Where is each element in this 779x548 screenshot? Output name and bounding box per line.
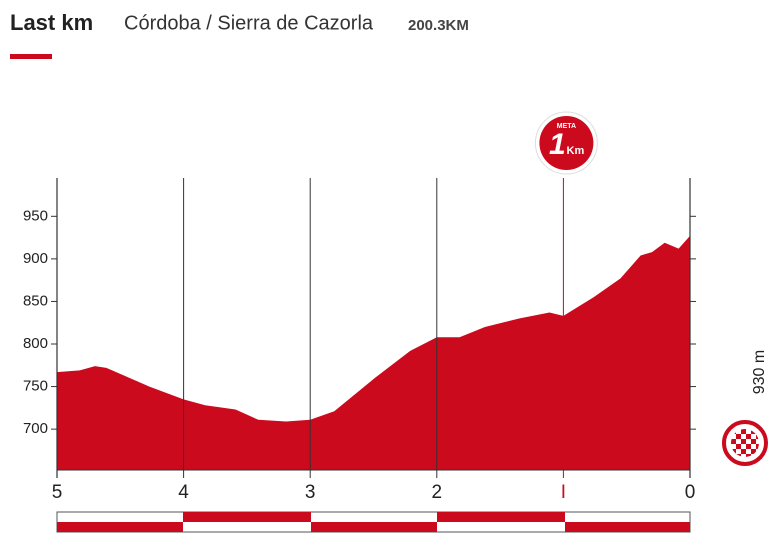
checker-square bbox=[741, 449, 746, 454]
x-tick-label: 3 bbox=[305, 482, 316, 503]
checker-square bbox=[736, 444, 741, 449]
title: Last km bbox=[10, 10, 93, 35]
finish-marker-number: 1 bbox=[549, 128, 566, 161]
y-tick-label: 950 bbox=[23, 207, 48, 224]
checker-square bbox=[746, 454, 751, 457]
checker-square bbox=[731, 439, 736, 444]
strip-segment bbox=[437, 512, 565, 522]
y-tick-label: 900 bbox=[23, 250, 48, 267]
checker-square bbox=[741, 429, 746, 434]
x-tick-label: I bbox=[561, 482, 566, 503]
title-underline bbox=[10, 54, 52, 59]
checker-square bbox=[756, 444, 759, 449]
distance: 200.3KM bbox=[408, 17, 469, 34]
strip-segment bbox=[57, 522, 183, 532]
checker-square bbox=[751, 439, 756, 444]
x-tick-label: 0 bbox=[685, 482, 696, 503]
km-strip bbox=[56, 511, 691, 533]
checker-square bbox=[736, 434, 741, 439]
x-tick-label: 4 bbox=[178, 482, 189, 503]
y-tick-label: 700 bbox=[23, 420, 48, 437]
strip-segment bbox=[565, 522, 690, 532]
finish-marker-unit: Km bbox=[567, 145, 585, 157]
checker-square bbox=[746, 434, 751, 439]
y-tick-label: 750 bbox=[23, 378, 48, 395]
finish-marker bbox=[539, 116, 594, 170]
finish-elevation: 930 m bbox=[751, 350, 768, 394]
strip-segment bbox=[183, 512, 311, 522]
y-tick-label: 800 bbox=[23, 335, 48, 352]
x-tick-label: 2 bbox=[432, 482, 443, 503]
x-tick-label: 5 bbox=[52, 482, 63, 503]
y-tick-label: 850 bbox=[23, 292, 48, 309]
finish-flag-icon bbox=[722, 420, 768, 466]
checker-square bbox=[751, 449, 756, 454]
route: Córdoba / Sierra de Cazorla bbox=[124, 12, 374, 34]
finish-marker-top: META bbox=[557, 123, 576, 130]
checker-square bbox=[741, 439, 746, 444]
checker-square bbox=[746, 444, 751, 449]
elevation-area bbox=[57, 235, 690, 470]
strip-segment bbox=[311, 522, 437, 532]
